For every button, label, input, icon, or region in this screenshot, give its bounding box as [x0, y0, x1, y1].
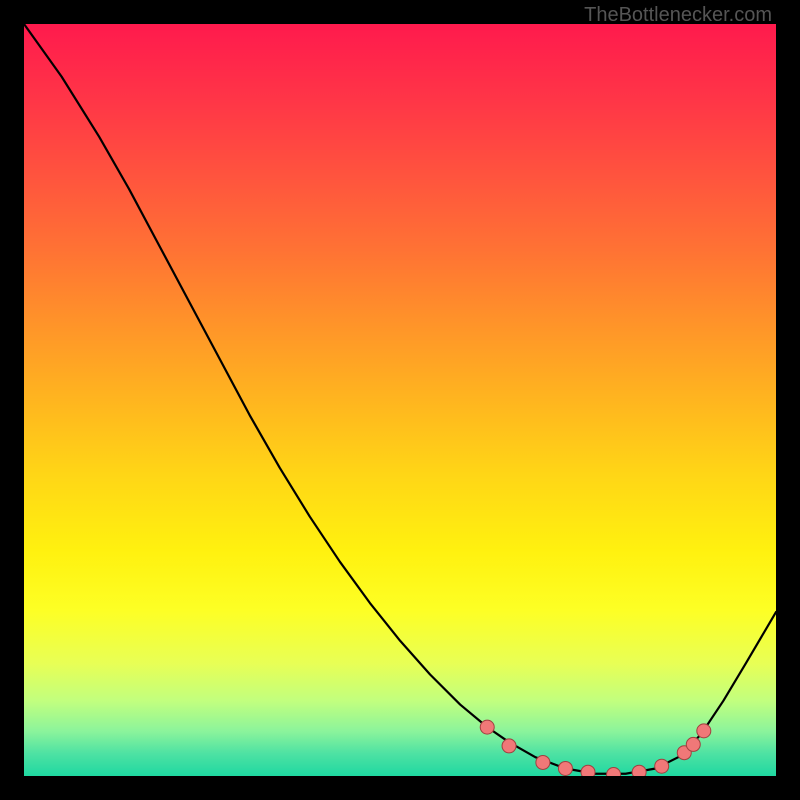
- data-marker: [655, 759, 669, 773]
- data-marker: [697, 724, 711, 738]
- data-marker: [581, 765, 595, 776]
- data-marker: [502, 739, 516, 753]
- chart-container: [24, 24, 776, 776]
- data-marker: [686, 737, 700, 751]
- chart-background: [24, 24, 776, 776]
- data-marker: [632, 765, 646, 776]
- bottleneck-chart: [24, 24, 776, 776]
- watermark-text: TheBottlenecker.com: [584, 4, 772, 27]
- data-marker: [558, 761, 572, 775]
- data-marker: [480, 720, 494, 734]
- data-marker: [536, 755, 550, 769]
